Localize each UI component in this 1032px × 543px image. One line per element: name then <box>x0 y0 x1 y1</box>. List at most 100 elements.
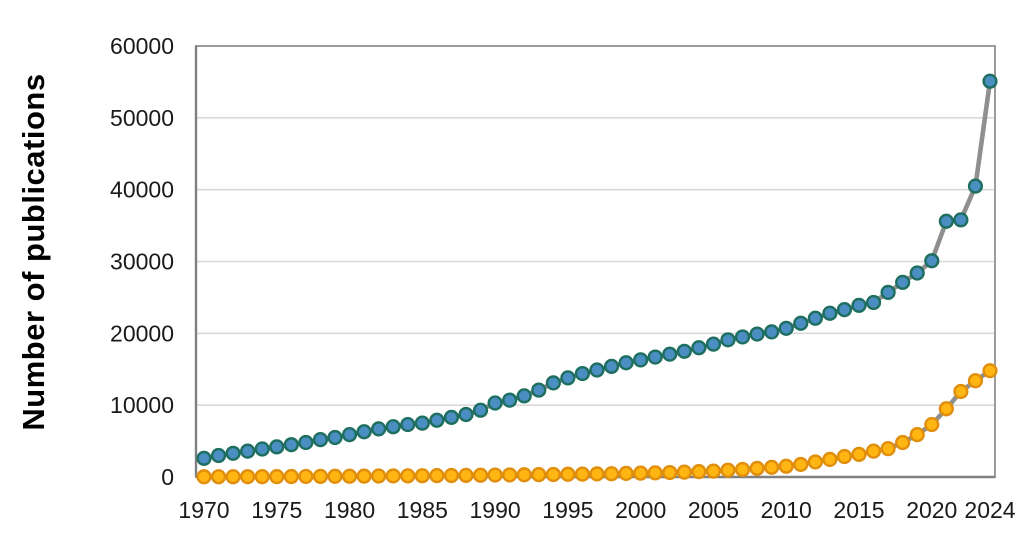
series-blue-marker <box>938 213 954 229</box>
x-tick-label: 1975 <box>251 497 302 523</box>
series-blue-marker <box>618 355 634 371</box>
series-blue-marker <box>909 265 925 281</box>
series-blue-marker <box>705 336 722 352</box>
series-blue-marker <box>967 178 984 194</box>
series-blue-marker <box>545 375 561 391</box>
series-blue-marker <box>269 439 285 455</box>
x-tick-label: 2000 <box>615 497 666 523</box>
series-orange-marker <box>269 468 285 485</box>
series-blue-line <box>201 78 993 461</box>
series-orange-marker <box>429 468 445 484</box>
series-orange-marker <box>909 427 925 443</box>
series-blue-marker <box>225 445 241 461</box>
series-orange-marker <box>880 441 896 457</box>
series-orange-marker <box>633 465 649 481</box>
x-tick-label: 1970 <box>178 497 229 523</box>
series-orange-marker <box>589 466 605 482</box>
series-orange-marker <box>545 466 561 483</box>
series-blue-marker <box>589 362 605 378</box>
series-blue-marker <box>327 429 343 446</box>
series-blue-marker <box>807 310 823 326</box>
x-tick-label: 1980 <box>324 497 375 523</box>
x-tick-label: 1985 <box>397 497 448 523</box>
series-orange-marker <box>662 464 678 481</box>
series-orange-marker <box>502 467 518 483</box>
series-blue-marker <box>196 450 212 466</box>
series-orange-marker <box>196 469 212 485</box>
series-blue-marker <box>676 343 692 359</box>
series-blue-marker <box>720 332 736 348</box>
series-orange-marker <box>225 469 241 485</box>
series-blue-marker <box>851 297 867 313</box>
series-blue-marker <box>734 329 751 345</box>
series-orange-marker <box>240 469 256 485</box>
series-blue-marker <box>924 253 940 269</box>
series-blue-marker <box>210 447 227 464</box>
series-orange-marker <box>472 467 489 483</box>
series-orange-marker <box>938 401 954 417</box>
y-tick-label: 20000 <box>110 320 174 346</box>
series-orange-marker <box>371 468 387 484</box>
series-orange-marker <box>458 467 474 483</box>
series-orange-marker <box>574 466 591 482</box>
series-orange-marker <box>865 443 882 459</box>
x-tick-label: 1990 <box>470 497 521 523</box>
series-blue-marker <box>298 434 314 451</box>
series-orange-marker <box>516 467 532 483</box>
series-blue-marker <box>560 370 576 386</box>
series-blue-marker <box>574 365 591 382</box>
x-tick-label: 2015 <box>833 497 884 523</box>
series-orange-marker <box>560 466 576 482</box>
series-orange-marker <box>443 467 460 484</box>
series-blue-marker <box>240 443 256 459</box>
series-blue-marker <box>516 388 532 404</box>
series-blue-marker <box>822 305 838 321</box>
series-orange-marker <box>312 468 329 484</box>
series-blue-marker <box>778 320 794 336</box>
series-blue-marker <box>414 415 430 431</box>
series-blue-marker <box>371 421 387 437</box>
x-tick-label: 2010 <box>761 497 812 523</box>
y-tick-label: 0 <box>161 464 174 490</box>
x-tick-label: 2020 <box>906 497 957 523</box>
series-orange-marker <box>618 465 634 482</box>
x-tick-label: 2005 <box>688 497 739 523</box>
y-tick-label: 10000 <box>110 392 174 418</box>
series-orange-marker <box>851 446 867 462</box>
x-tick-label: 2024 <box>964 497 1015 523</box>
series-orange-marker <box>356 468 372 484</box>
series-blue-marker <box>895 274 911 290</box>
series-blue-marker <box>662 346 678 362</box>
series-blue-marker <box>647 349 663 365</box>
series-orange-marker <box>778 458 794 474</box>
series-blue-marker <box>691 340 707 356</box>
series-orange-marker <box>327 468 343 484</box>
series-orange-marker <box>953 383 969 400</box>
series-blue-marker <box>982 73 998 89</box>
series-blue-marker <box>531 382 547 398</box>
series-orange-marker <box>341 468 358 484</box>
series-blue-marker <box>472 402 489 418</box>
series-orange-marker <box>705 463 722 479</box>
series-orange-marker <box>298 468 314 485</box>
series-blue-marker <box>312 432 329 448</box>
series-orange-marker <box>982 363 998 379</box>
series-blue-marker <box>458 406 474 423</box>
series-blue-marker <box>400 416 416 433</box>
series-orange-marker <box>400 468 416 484</box>
series-orange-marker <box>283 468 299 485</box>
series-blue-marker <box>429 412 445 428</box>
series-blue-marker <box>953 212 969 228</box>
series-blue-marker <box>283 437 299 453</box>
series-orange-marker <box>836 448 853 465</box>
series-orange-marker <box>676 464 692 480</box>
series-orange-marker <box>210 469 227 485</box>
y-tick-label: 50000 <box>110 105 174 131</box>
series-orange-marker <box>807 454 823 470</box>
series-blue-marker <box>603 358 620 374</box>
series-blue-marker <box>487 395 503 411</box>
series-blue-marker <box>836 302 853 318</box>
series-orange-marker <box>895 434 911 451</box>
y-axis-title: Number of publications <box>16 73 51 431</box>
